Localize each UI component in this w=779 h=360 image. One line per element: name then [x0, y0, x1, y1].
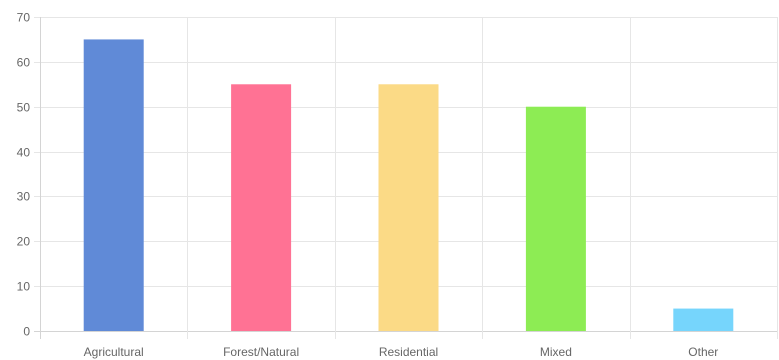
y-tick-label: 10 — [17, 280, 31, 294]
bar-mixed[interactable] — [525, 106, 586, 331]
bar-agricultural[interactable] — [83, 39, 144, 332]
bar-other[interactable] — [673, 308, 734, 331]
bar-residential[interactable] — [378, 84, 439, 332]
bar-forest-natural[interactable] — [231, 84, 292, 332]
y-tick-label: 30 — [17, 190, 31, 204]
x-tick-label: Mixed — [540, 345, 572, 359]
y-tick-label: 0 — [23, 325, 30, 339]
chart-bars — [83, 39, 734, 332]
y-axis-ticks: 0 10 20 30 40 50 60 70 — [17, 11, 31, 339]
x-tick-label: Residential — [379, 345, 438, 359]
x-tick-label: Forest/Natural — [223, 345, 299, 359]
y-tick-label: 20 — [17, 235, 31, 249]
x-tick-label: Agricultural — [84, 345, 144, 359]
x-axis-ticks: Agricultural Forest/Natural Residential Mix… — [84, 345, 719, 359]
y-tick-label: 40 — [17, 146, 31, 160]
y-tick-label: 70 — [17, 11, 31, 25]
y-tick-label: 60 — [17, 56, 31, 70]
y-tick-label: 50 — [17, 101, 31, 115]
x-tick-label: Other — [688, 345, 718, 359]
